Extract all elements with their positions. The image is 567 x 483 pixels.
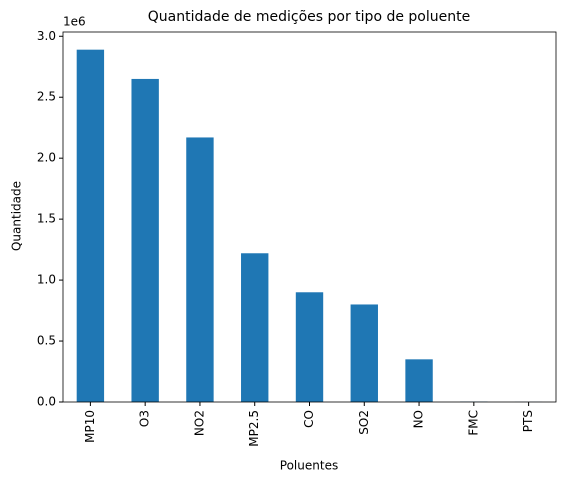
bar (350, 304, 378, 402)
bar (76, 49, 105, 403)
bar (405, 359, 433, 402)
x-tick-label: NO (412, 410, 426, 428)
y-tick-label: 2.5 (37, 90, 56, 104)
chart-title: Quantidade de medições por tipo de polue… (148, 9, 470, 25)
y-axis-label: Quantidade (10, 181, 24, 251)
x-tick-label: PTS (521, 410, 535, 432)
bar (295, 292, 324, 402)
x-tick-label: O3 (138, 410, 152, 427)
x-tick-label: SO2 (357, 410, 371, 435)
x-tick-label: NO2 (192, 410, 206, 436)
y-tick-label: 1.0 (37, 273, 56, 287)
plot-frame (62, 31, 557, 403)
x-tick-label: CO (302, 410, 316, 428)
y-tick-label: 3.0 (37, 29, 56, 43)
y-tick-label: 0.0 (37, 395, 56, 409)
y-tick-label: 1.5 (37, 212, 56, 226)
y-tick-label: 2.0 (37, 151, 56, 165)
y-tick-label: 0.5 (37, 334, 56, 348)
bar (241, 253, 269, 402)
x-tick-label: MP2.5 (247, 410, 261, 447)
bar (186, 137, 214, 402)
x-tick-label: FMC (466, 410, 480, 436)
bar (131, 78, 159, 402)
x-tick-label: MP10 (83, 410, 97, 443)
x-axis-label: Poluentes (280, 459, 338, 473)
y-offset-label: 1e6 (63, 15, 86, 29)
